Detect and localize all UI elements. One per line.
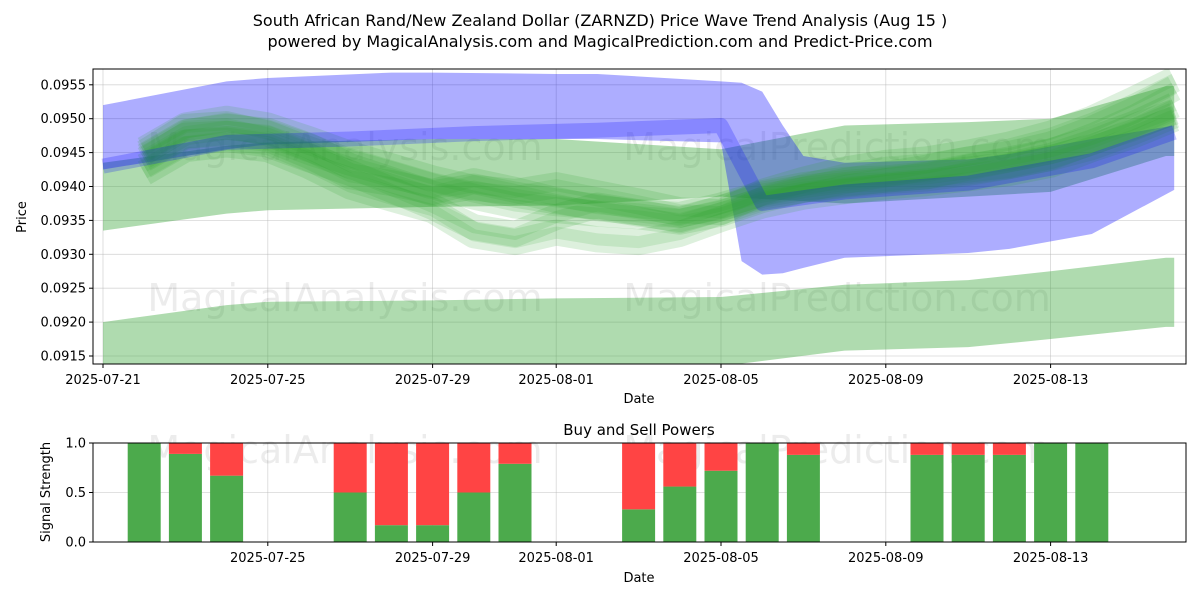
main-x-label: Date xyxy=(623,392,654,407)
buy-power-bar xyxy=(951,454,985,542)
signal-y-tick-label: 1.0 xyxy=(65,437,86,452)
main-y-tick-label: 0.0955 xyxy=(41,78,87,93)
buy-power-bar xyxy=(910,454,944,542)
main-watermarks: MagicalAnalysis.com MagicalPrediction.co… xyxy=(147,125,1050,320)
chart-subtitle: powered by MagicalAnalysis.com and Magic… xyxy=(267,32,932,51)
signal-x-label: Date xyxy=(623,571,654,586)
main-x-tick-label: 2025-08-09 xyxy=(848,373,924,388)
main-plot-border xyxy=(92,68,1187,365)
sell-power-bar xyxy=(663,443,697,487)
green-trend-band xyxy=(103,257,1175,364)
green-wave-core xyxy=(141,109,1177,240)
signal-bars xyxy=(127,443,1109,542)
main-x-axis: 2025-07-21 2025-07-25 2025-07-29 2025-08-01… xyxy=(65,364,1088,388)
sell-power-bar xyxy=(622,443,656,510)
signal-title: Buy and Sell Powers xyxy=(563,421,715,439)
signal-x-tick-label: 2025-08-01 xyxy=(518,551,594,566)
green-trend-band xyxy=(103,86,1175,231)
buy-power-bar xyxy=(333,492,367,542)
signal-x-tick-label: 2025-08-05 xyxy=(683,551,759,566)
sell-power-bar xyxy=(951,443,985,455)
sell-power-bar xyxy=(333,443,367,493)
green-wave-path xyxy=(137,69,1180,226)
signal-x-tick-label: 2025-07-25 xyxy=(230,551,306,566)
signal-x-axis: 2025-07-25 2025-07-29 2025-08-01 2025-08-05… xyxy=(230,542,1088,566)
main-y-tick-label: 0.0935 xyxy=(41,214,87,229)
buy-power-bar xyxy=(786,454,820,542)
main-plot-frame xyxy=(93,69,1186,364)
main-y-tick-label: 0.0915 xyxy=(41,350,87,365)
main-x-tick-label: 2025-07-25 xyxy=(230,373,306,388)
signal-x-tick-label: 2025-08-09 xyxy=(848,551,924,566)
green-wave-path xyxy=(137,103,1180,247)
green-wave-path xyxy=(137,99,1179,228)
blue-wave-band xyxy=(103,72,1175,275)
buy-power-bar xyxy=(992,454,1026,542)
buy-power-bar xyxy=(1034,443,1068,542)
main-x-tick-label: 2025-08-05 xyxy=(683,373,759,388)
sell-power-bar xyxy=(457,443,491,493)
main-y-tick-label: 0.0925 xyxy=(41,282,87,297)
main-x-tick-label: 2025-07-21 xyxy=(65,373,141,388)
buy-power-bar xyxy=(622,509,656,542)
watermark-analysis-mid: MagicalAnalysis.com xyxy=(147,276,542,320)
sell-power-bar xyxy=(168,443,202,454)
green-wave-core xyxy=(141,106,1177,221)
main-y-tick-label: 0.0920 xyxy=(41,316,87,331)
buy-power-bar xyxy=(210,475,244,542)
buy-power-bar xyxy=(416,525,450,542)
buy-power-bar xyxy=(374,525,408,542)
watermark-analysis-top: MagicalAnalysis.com xyxy=(147,125,542,169)
green-wave-path xyxy=(137,106,1180,256)
buy-power-bar xyxy=(168,453,202,542)
watermark-prediction-top: MagicalPrediction.com xyxy=(623,125,1051,169)
main-y-tick-label: 0.0940 xyxy=(41,180,87,195)
sell-power-bar xyxy=(786,443,820,455)
green-wave-core xyxy=(141,73,1177,219)
green-wave-path xyxy=(137,93,1180,233)
main-y-tick-label: 0.0930 xyxy=(41,248,87,263)
sell-power-bar xyxy=(910,443,944,455)
green-wave-path xyxy=(137,76,1181,235)
signal-y-tick-label: 0.5 xyxy=(65,486,86,501)
main-y-tick-label: 0.0945 xyxy=(41,146,87,161)
blue-trend-line xyxy=(101,117,1177,211)
signal-y-tick-label: 0.0 xyxy=(65,536,86,551)
main-y-tick-label: 0.0950 xyxy=(41,112,87,127)
main-series xyxy=(101,69,1181,364)
green-wave-core xyxy=(141,99,1177,226)
sell-power-bar xyxy=(992,443,1026,455)
sell-power-bar xyxy=(210,443,244,476)
sell-power-bar xyxy=(498,443,532,464)
buy-power-bar xyxy=(127,443,161,542)
watermark-prediction-mid: MagicalPrediction.com xyxy=(623,276,1051,320)
buy-power-bar xyxy=(457,492,491,542)
main-x-tick-label: 2025-07-29 xyxy=(395,373,471,388)
signal-x-tick-label: 2025-07-29 xyxy=(395,551,471,566)
signal-y-label: Signal Strength xyxy=(39,442,54,542)
sell-power-bar xyxy=(416,443,450,526)
buy-power-bar xyxy=(704,470,738,542)
buy-power-bar xyxy=(498,463,532,542)
buy-power-bar xyxy=(1075,443,1109,542)
main-plot: MagicalAnalysis.com MagicalPrediction.co… xyxy=(15,68,1187,407)
sell-power-bar xyxy=(704,443,738,471)
signal-x-tick-label: 2025-08-13 xyxy=(1013,551,1089,566)
buy-power-bar xyxy=(663,486,697,542)
main-gridlines xyxy=(93,69,1186,364)
main-y-axis: 0.0915 0.0920 0.0925 0.0930 0.0935 0.0940 0.09… xyxy=(41,78,93,365)
sell-power-bar xyxy=(374,443,408,526)
signal-plot: Buy and Sell Powers MagicalAnalysis.com … xyxy=(39,421,1187,586)
main-y-label: Price xyxy=(15,201,30,233)
buy-power-bar xyxy=(745,443,779,542)
main-x-tick-label: 2025-08-01 xyxy=(518,373,594,388)
chart-title: South African Rand/New Zealand Dollar (Z… xyxy=(253,11,948,30)
green-wave-core xyxy=(141,113,1177,249)
green-wave-core xyxy=(141,82,1178,228)
main-x-tick-label: 2025-08-13 xyxy=(1013,373,1089,388)
signal-y-axis: 0.0 0.5 1.0 xyxy=(65,437,93,551)
